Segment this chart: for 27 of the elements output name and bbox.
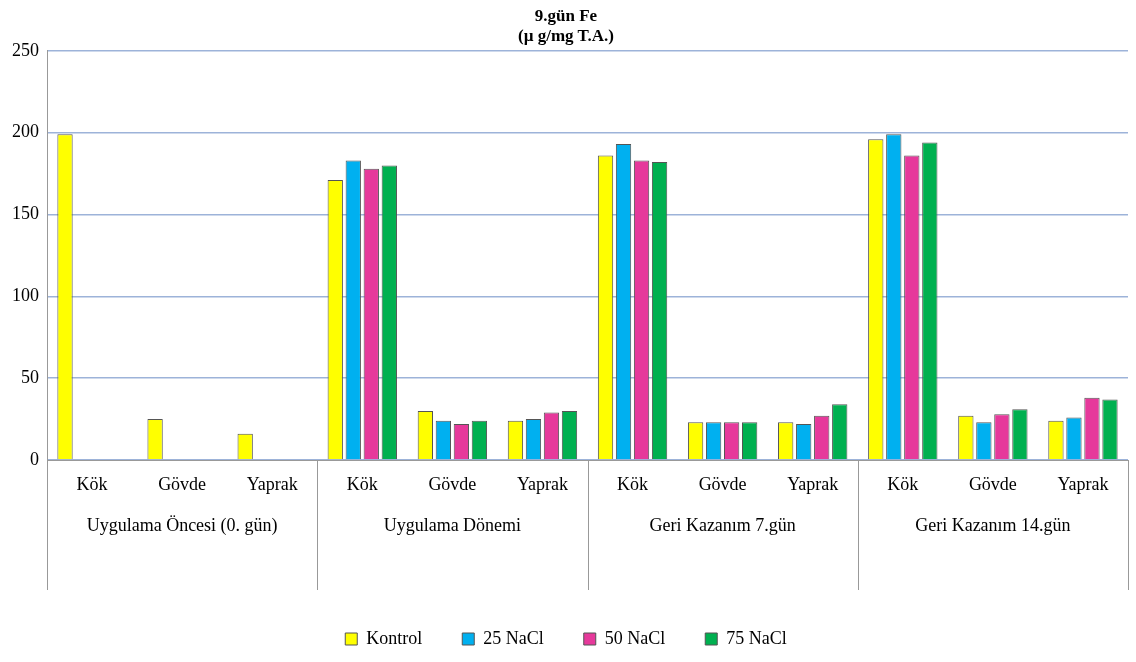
x-tick-label: Kök (346, 473, 378, 494)
x-tick-label: Gövde (158, 473, 207, 494)
text: Uygulama Dönemi (383, 514, 522, 535)
x-tick-label: Yaprak (516, 473, 569, 494)
legend-label: Kontrol (366, 627, 423, 648)
x-tick-label: Yaprak (787, 473, 839, 494)
text: Uygulama Öncesi (0. gün) (86, 514, 278, 536)
legend-label: 25 NaCl (483, 627, 544, 648)
y-tick-label: 150 (12, 203, 39, 224)
x-tick-label: Kök (887, 473, 919, 494)
x-tick-label: Yaprak (246, 473, 298, 494)
y-tick-label: 200 (12, 121, 39, 142)
text: Geri Kazanım 14.gün (915, 514, 1071, 535)
y-tick-label: 250 (12, 39, 39, 60)
x-tick-label: Kök (617, 473, 649, 494)
legend-label: 75 NaCl (726, 627, 787, 648)
x-tick-label: Gövde (968, 473, 1017, 494)
chart-title: 9.gün Fe (µ g/mg T.A.) (517, 5, 615, 45)
x-tick-label: Kök (76, 473, 108, 494)
x-tick-label: Gövde (428, 473, 477, 494)
y-tick-label: 0 (30, 448, 39, 469)
x-tick-label: Yaprak (1057, 473, 1109, 494)
y-tick-label: 50 (21, 366, 39, 387)
legend-label: 50 NaCl (604, 627, 666, 648)
text: Geri Kazanım 7.gün (649, 514, 796, 535)
x-tick-label: Gövde (698, 473, 747, 494)
y-tick-label: 100 (12, 285, 39, 306)
